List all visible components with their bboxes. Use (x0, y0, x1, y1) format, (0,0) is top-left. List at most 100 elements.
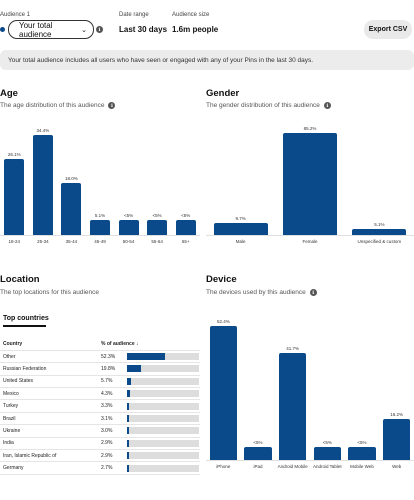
chart-bar[interactable] (61, 182, 82, 235)
export-csv-button[interactable]: Export CSV (364, 20, 412, 39)
country-pct-bar (127, 365, 199, 373)
country-pct-bar-fill (127, 365, 142, 373)
country-pct: 5.7% (101, 378, 113, 385)
category-label: iPhone (216, 464, 231, 469)
country-pct: 3.0% (101, 427, 113, 434)
date-range-label: Date range (119, 12, 149, 18)
chart-bar[interactable] (383, 418, 411, 460)
location-title: Location (0, 274, 40, 285)
country-name: Germany (0, 461, 98, 475)
age-info-icon[interactable]: i (108, 102, 116, 109)
country-pct: 19.8% (101, 365, 116, 372)
country-name: United States (0, 375, 98, 389)
chart-baseline (0, 235, 200, 236)
chart-bar[interactable] (209, 326, 237, 460)
bar-value-label: 16.2% (390, 411, 404, 417)
gender-title: Gender (206, 88, 240, 99)
date-range-value[interactable]: Last 30 days (119, 25, 168, 34)
device-subtitle-row: The devices used by this audience i (206, 289, 317, 296)
category-label: Android Tablet (312, 464, 342, 469)
audience-size-label: Audience size (172, 12, 210, 18)
chart-bar[interactable] (147, 220, 168, 235)
bar-value-label: <5% (152, 213, 162, 219)
table-row: United States 5.7% (0, 375, 200, 389)
audience-info-icon[interactable]: i (96, 26, 103, 33)
device-subtitle: The devices used by this audience (206, 289, 306, 296)
bar-value-label: 18.0% (65, 175, 78, 181)
country-pct-bar (127, 377, 199, 385)
chart-baseline (206, 460, 414, 461)
device-chart: 52.4% iPhone <5% iPad 41.7% Android Mobile <5%… (206, 310, 414, 485)
chart-bar[interactable] (279, 353, 307, 460)
country-name: Ukraine (0, 424, 98, 438)
bar-value-label: <5% (322, 440, 332, 446)
audience-select-value: Your total audience (19, 20, 53, 39)
country-pct-bar (127, 402, 199, 410)
country-name: Mexico (0, 387, 98, 401)
table-row: Russian Federation 19.8% (0, 362, 200, 376)
table-row: Mexico 4.3% (0, 387, 200, 401)
chart-bar[interactable] (244, 447, 272, 460)
chevron-down-icon: ⌄ (81, 26, 87, 34)
chart-bar[interactable] (352, 228, 407, 235)
country-pct: 3.1% (101, 415, 113, 422)
chart-bar[interactable] (213, 223, 268, 235)
table-row: Other 52.3% (0, 350, 200, 364)
chart-bar[interactable] (282, 133, 338, 235)
chart-bar[interactable] (348, 447, 376, 460)
chart-bar[interactable] (90, 220, 110, 235)
audience-color-dot (0, 27, 5, 32)
country-name: India (0, 437, 98, 451)
country-pct-bar-fill (127, 415, 130, 423)
category-label: 65+ (181, 239, 190, 244)
gender-subtitle-row: The gender distribution of this audience… (206, 102, 331, 109)
gender-chart: 9.7% Male 85.2% Female 5.1% Unspecified & cus… (206, 118, 414, 248)
category-label: 50-54 (122, 239, 135, 244)
bar-value-label: 52.4% (216, 319, 230, 325)
country-name: Brazil (0, 412, 98, 426)
category-label: 55-64 (151, 239, 163, 244)
chart-bar[interactable] (313, 447, 341, 460)
country-pct: 3.3% (101, 403, 113, 410)
country-pct-bar-fill (127, 439, 130, 447)
chart-bar[interactable] (4, 158, 25, 235)
bar-value-label: <5% (123, 213, 134, 219)
chart-baseline (206, 235, 414, 236)
category-label: Web (392, 464, 402, 469)
country-pct-bar-fill (127, 464, 129, 472)
tab-top-countries[interactable]: Top countries (3, 315, 49, 327)
col-pct-header[interactable]: % of audience ↓ (98, 338, 200, 351)
chart-bar[interactable] (32, 134, 53, 235)
country-pct-bar-fill (127, 390, 131, 398)
country-pct: 2.9% (101, 440, 113, 447)
category-label: Mobile Web (350, 464, 374, 469)
country-pct: 2.9% (101, 452, 113, 459)
audience-select[interactable]: Your total audience ⌄ (8, 20, 94, 39)
category-label: Unspecified & custom (357, 239, 402, 244)
table-row: Brazil 3.1% (0, 412, 200, 426)
audience-label: Audience 1 (0, 12, 31, 18)
table-row: Germany 2.7% (0, 461, 200, 475)
country-pct-bar-fill (127, 452, 130, 460)
location-subtitle: The top locations for this audience (0, 289, 100, 296)
table-row: Turkey 3.3% (0, 399, 200, 413)
age-subtitle: The age distribution of this audience (0, 102, 105, 109)
category-label: Female (302, 239, 318, 244)
country-name: Russian Federation (0, 362, 98, 376)
bar-value-label: <5% (357, 440, 367, 446)
chart-bar[interactable] (118, 220, 139, 235)
country-pct-bar-fill (127, 427, 130, 435)
bar-value-label: 26.1% (7, 151, 21, 157)
device-info-icon[interactable]: i (309, 289, 317, 296)
country-pct: 2.7% (101, 465, 113, 472)
category-label: 25-34 (37, 239, 49, 244)
chart-bar[interactable] (175, 220, 196, 235)
bar-value-label: 5.1% (374, 221, 385, 227)
category-label: 45-49 (94, 239, 106, 244)
bar-value-label: 41.7% (286, 346, 300, 352)
country-pct-bar-fill (127, 377, 132, 385)
gender-info-icon[interactable]: i (323, 102, 331, 109)
table-row: India 2.9% (0, 437, 200, 451)
bar-value-label: 85.2% (303, 126, 317, 132)
country-pct-bar (127, 427, 199, 435)
